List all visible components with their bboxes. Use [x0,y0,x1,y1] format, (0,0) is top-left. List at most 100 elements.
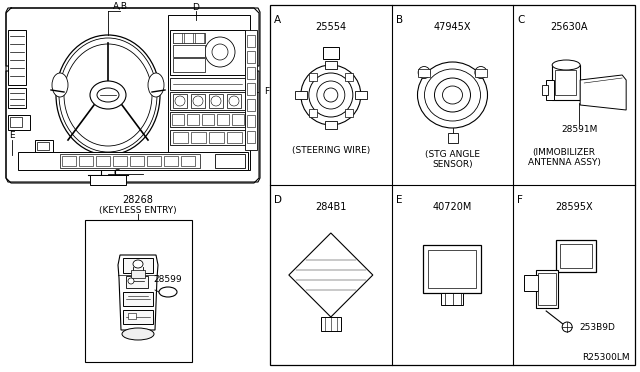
Text: C: C [114,170,120,179]
Text: 28595X: 28595X [556,202,593,212]
Bar [247,131,255,143]
Bar [96,156,110,166]
Bar [209,94,223,108]
Bar [173,94,187,108]
Polygon shape [6,8,260,182]
Polygon shape [118,255,158,330]
Ellipse shape [435,78,470,112]
Bar [309,73,317,81]
Bar [247,35,255,47]
Bar [344,73,353,81]
Bar [18,152,248,170]
Bar [164,156,178,166]
Bar [538,273,556,305]
Bar [542,85,548,95]
Bar [447,133,458,143]
Bar [170,92,245,110]
Text: A: A [274,15,281,25]
Text: (STG ANGLE: (STG ANGLE [425,151,480,160]
Text: 28599: 28599 [154,276,182,285]
Bar [8,30,26,85]
Bar [10,117,22,127]
Text: E: E [9,131,15,141]
Bar [202,114,214,125]
Bar [555,70,576,95]
Text: A,B: A,B [113,3,127,12]
Bar [172,114,184,125]
Bar [60,154,200,168]
Bar [128,313,136,319]
Bar [323,47,339,59]
Ellipse shape [128,278,134,284]
Ellipse shape [148,73,164,97]
Bar [170,30,245,75]
Bar [475,68,487,77]
Bar [170,112,245,127]
Bar [546,80,554,100]
Bar [418,68,430,77]
Ellipse shape [417,62,488,128]
Text: 284B1: 284B1 [315,202,346,212]
Bar [62,156,76,166]
Polygon shape [580,75,626,110]
Bar [187,114,199,125]
Bar [440,293,463,305]
Bar [173,33,205,43]
Bar [113,156,127,166]
Bar [191,132,206,143]
Ellipse shape [562,322,572,332]
Bar [173,33,182,43]
Text: R25300LM: R25300LM [582,353,630,362]
Ellipse shape [52,73,68,97]
Bar [195,33,204,43]
Text: F: F [264,87,269,96]
Ellipse shape [324,88,338,102]
Ellipse shape [175,96,185,106]
Text: 25554: 25554 [316,22,346,32]
Text: 28591M: 28591M [561,125,597,135]
Bar [247,51,255,63]
Ellipse shape [229,96,239,106]
Bar [325,61,337,69]
Bar [126,276,148,288]
Bar [215,154,245,168]
Ellipse shape [205,37,235,67]
Ellipse shape [211,96,221,106]
Bar [428,250,476,288]
Text: F: F [517,195,524,205]
Text: D: D [193,3,200,12]
Bar [123,292,153,306]
Ellipse shape [193,96,203,106]
Bar [247,67,255,79]
Text: ANTENNA ASSY): ANTENNA ASSY) [528,157,600,167]
Text: B: B [396,15,403,25]
Text: C: C [517,15,525,25]
Ellipse shape [442,86,463,104]
Bar [295,91,307,99]
Bar [170,130,245,145]
Bar [181,156,195,166]
Ellipse shape [418,67,430,78]
Bar [173,58,205,72]
Bar [147,156,161,166]
Bar [556,240,596,272]
Text: (KEYLESS ENTRY): (KEYLESS ENTRY) [99,205,177,215]
Text: 25630A: 25630A [550,22,588,32]
Bar [131,270,145,278]
Bar [321,317,341,331]
Ellipse shape [317,81,345,109]
Text: 47945X: 47945X [434,22,471,32]
Bar [355,91,367,99]
Ellipse shape [309,73,353,117]
Bar [524,275,538,291]
Ellipse shape [475,67,487,78]
Text: (IMMOBILIZER: (IMMOBILIZER [532,148,596,157]
Bar [191,94,205,108]
Text: 253B9D: 253B9D [579,323,615,331]
Ellipse shape [97,88,119,102]
Text: SENSOR): SENSOR) [432,160,473,169]
Bar [184,33,193,43]
Bar [536,270,558,308]
Bar [168,15,250,170]
Bar [227,94,241,108]
